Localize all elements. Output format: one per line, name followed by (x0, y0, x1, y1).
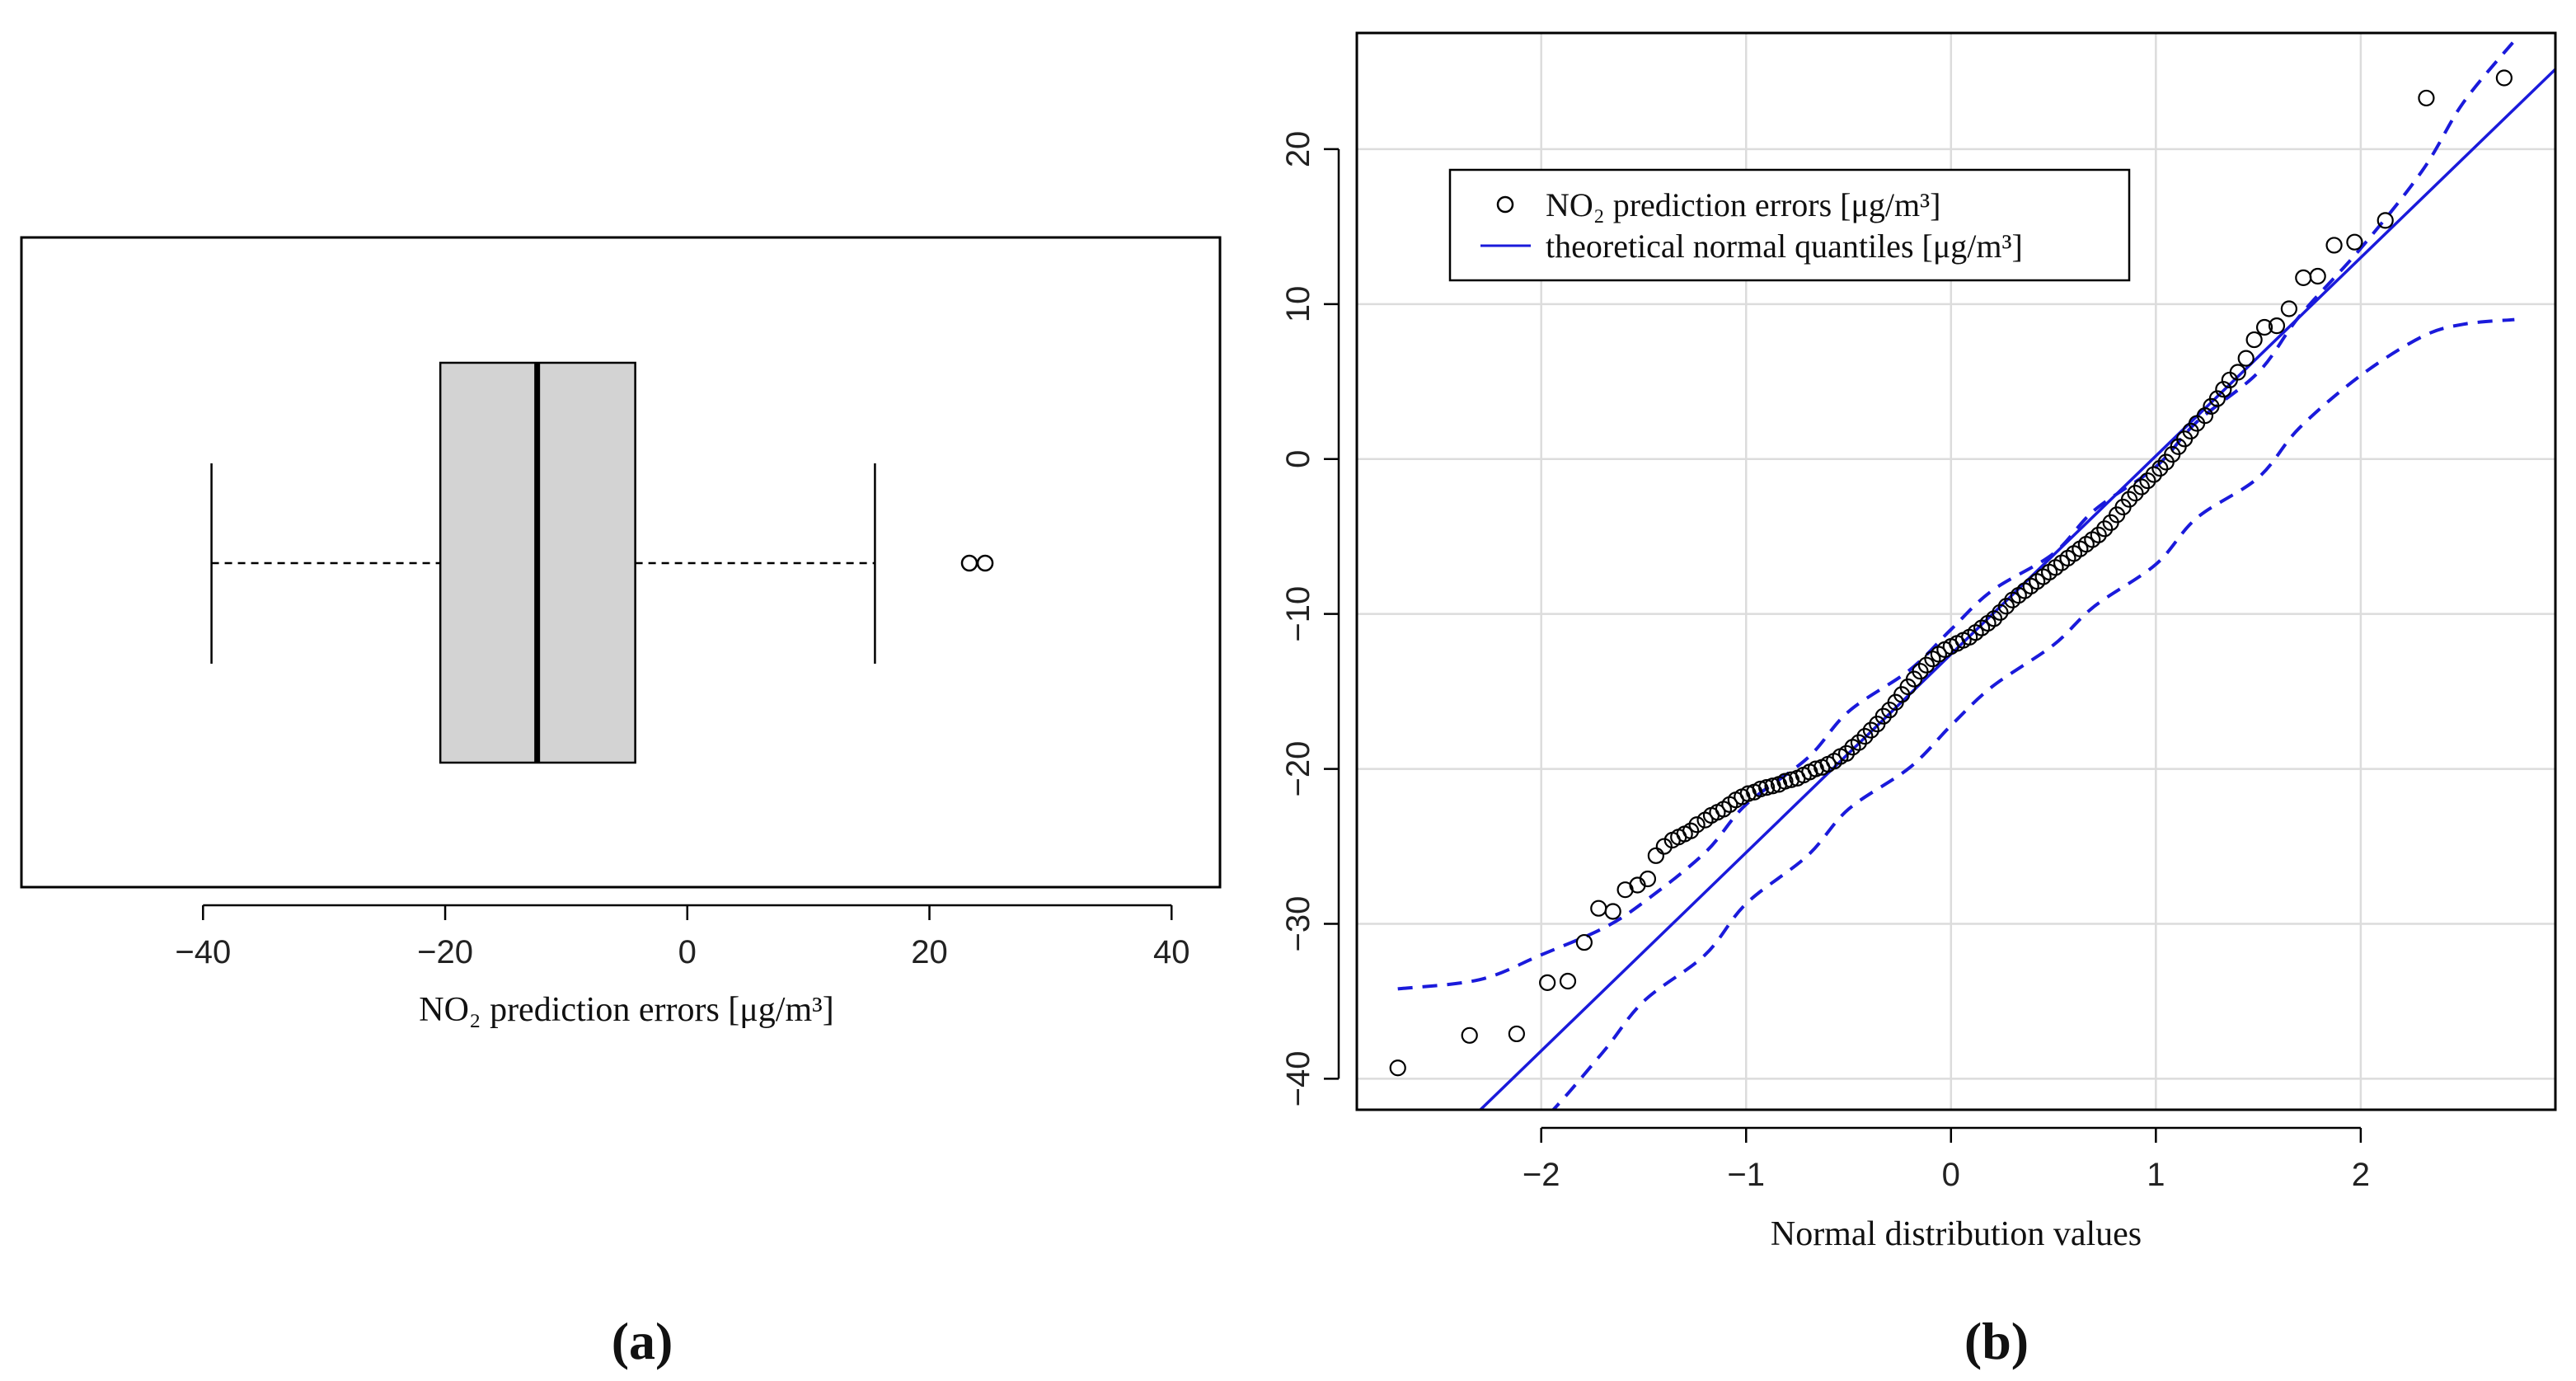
x-tick-label: 20 (911, 934, 948, 970)
qq-x-axis-title: Normal distribution values (1771, 1215, 2142, 1253)
legend-label-quantiles: theoretical normal quantiles [μg/m³] (1546, 228, 2023, 265)
qq-points (1389, 69, 2513, 1077)
qq-point (1875, 707, 1892, 725)
legend-circle-symbol (1496, 195, 1514, 214)
x-tick-label: 40 (1153, 934, 1190, 970)
qq-point (1508, 1025, 1525, 1043)
qq-point (2133, 478, 2151, 496)
qq-gridlines (1357, 33, 2555, 1110)
qq-point (1647, 847, 1664, 864)
qq-point (2418, 89, 2435, 107)
x-tick-label: −20 (417, 934, 473, 970)
qq-point (1776, 773, 1794, 790)
x-tick-label: −1 (1727, 1157, 1765, 1193)
confidence-band-lower (1551, 317, 2515, 1110)
qq-point (2229, 364, 2246, 381)
qq-point (2127, 485, 2144, 502)
theoretical-quantile-line (1478, 68, 2555, 1110)
qq-point (2090, 526, 2107, 543)
qq-point (1837, 745, 1856, 762)
qq-point (1539, 974, 1556, 992)
outlier-point (976, 554, 994, 572)
qq-confidence-band (1397, 40, 2516, 1110)
x-tick-label: −2 (1523, 1157, 1560, 1193)
panel-label-b: (b) (1964, 1312, 2029, 1370)
qq-reference-line (1478, 68, 2555, 1110)
qq-point (2208, 390, 2226, 407)
qq-point (2280, 300, 2297, 317)
x-tick-label: −40 (175, 934, 231, 970)
qq-point (2120, 491, 2138, 508)
qq-point (1997, 598, 2015, 615)
qq-point (1912, 663, 1929, 680)
qq-point (1862, 721, 1879, 739)
qq-plot-frame (1355, 31, 2557, 1111)
qq-point (2151, 459, 2169, 477)
qq-point (2268, 317, 2286, 335)
qq-point (1389, 1059, 1406, 1077)
qq-point (2237, 350, 2255, 367)
qq-point (2215, 381, 2232, 398)
qq-point (2196, 407, 2214, 425)
qq-point (1688, 816, 1706, 834)
qq-point (2245, 331, 2263, 349)
qq-point (2346, 233, 2363, 251)
qq-point (1575, 933, 1593, 951)
y-tick-label: 20 (1280, 131, 1316, 168)
qq-point (2309, 267, 2326, 285)
x-tick-label: 1 (2147, 1157, 2165, 1193)
boxplot-x-axis: −40 −20 0 20 40 (175, 904, 1190, 970)
qq-point (1757, 779, 1776, 796)
qq-legend-box (1448, 168, 2131, 282)
y-tick-label: −40 (1280, 1050, 1316, 1106)
boxplot-x-axis-title: NO₂ prediction errors [μg/m³] (419, 991, 833, 1029)
qq-point (1992, 604, 2009, 621)
y-tick-label: 10 (1280, 286, 1316, 323)
boxplot-frame (20, 236, 1222, 889)
qq-point (2096, 520, 2114, 538)
qq-legend: NO₂ prediction errors [μg/m³] theoretica… (1448, 168, 2131, 282)
confidence-band-upper (1397, 40, 2516, 991)
qq-point (2145, 466, 2162, 483)
panel-a: −40 −20 0 20 40 NO₂ prediction errors [μg/m³… (20, 236, 1222, 1370)
qq-point (1985, 610, 2003, 627)
y-tick-label: −10 (1280, 586, 1316, 642)
qq-point (2139, 472, 2156, 490)
boxplot-marks (210, 361, 994, 764)
qq-point (1559, 972, 1577, 990)
qq-y-axis: −40 −30 −20 −10 0 10 20 (1280, 131, 1340, 1106)
qq-point (1604, 903, 1621, 920)
qq-x-axis: −2 −1 0 1 2 (1523, 1126, 2370, 1193)
qq-point (2255, 318, 2273, 336)
x-tick-label: 0 (678, 934, 697, 970)
qq-point (1850, 734, 1868, 751)
qq-point (1752, 780, 1769, 798)
qq-point (1682, 822, 1700, 839)
qq-point (1639, 870, 1657, 888)
qq-point (2325, 237, 2343, 254)
x-tick-label: 2 (2352, 1157, 2370, 1193)
y-tick-label: −30 (1280, 896, 1316, 952)
panel-label-a: (a) (612, 1312, 673, 1370)
legend-label-errors: NO₂ prediction errors [μg/m³] (1546, 186, 1940, 223)
qq-point (2377, 212, 2394, 229)
x-tick-label: 0 (1942, 1157, 1960, 1193)
qq-point (2495, 69, 2513, 87)
qq-point (1856, 728, 1874, 745)
qq-point (1917, 656, 1936, 674)
y-tick-label: −20 (1280, 741, 1316, 797)
qq-point (1461, 1026, 1478, 1044)
y-tick-label: 0 (1280, 450, 1316, 468)
